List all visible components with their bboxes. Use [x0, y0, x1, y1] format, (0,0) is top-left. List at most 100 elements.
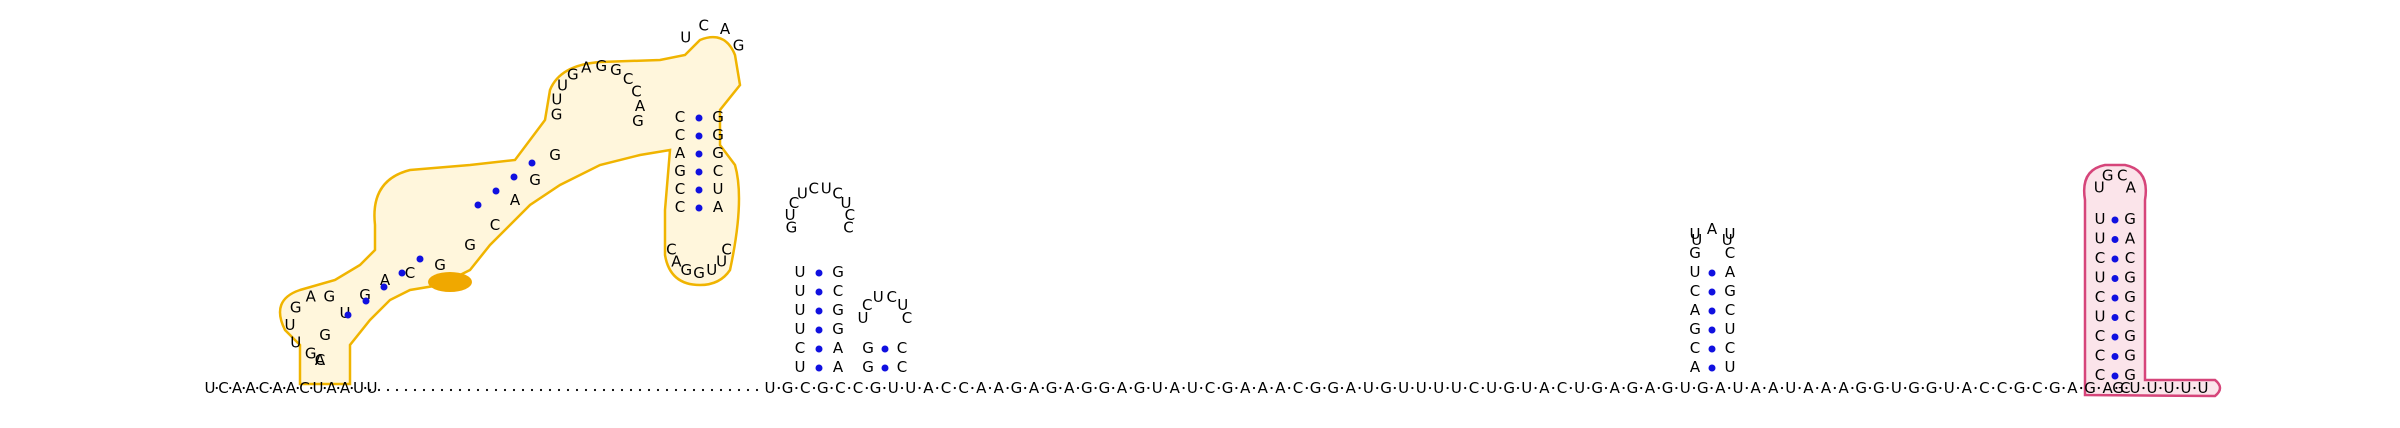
- gap-dot: [377, 388, 381, 392]
- gap-dot: [503, 388, 507, 392]
- gap-dot: [728, 388, 732, 392]
- backbone-nucleotide: G: [2112, 379, 2124, 397]
- gap-dot: [575, 388, 579, 392]
- backbone-link: [242, 386, 245, 390]
- backbone-link: [918, 386, 921, 390]
- highlight-region: [278, 35, 742, 386]
- backbone-link: [1992, 386, 1995, 390]
- backbone-link: [1200, 386, 1203, 390]
- backbone-nucleotide: C: [2120, 379, 2130, 397]
- base-pair-dot: [2111, 333, 2119, 341]
- backbone-link: [2115, 386, 2118, 390]
- backbone-nucleotide: G: [1908, 379, 1920, 397]
- stem-nucleotide: G: [359, 286, 371, 304]
- stem-nucleotide: C: [795, 339, 805, 357]
- stem-nucleotide: U: [340, 304, 351, 322]
- gap-dot: [584, 388, 588, 392]
- backbone-link: [971, 386, 974, 390]
- stem-nucleotide: C: [490, 216, 500, 234]
- base-pair-dot: [398, 269, 406, 277]
- backbone-link: [1129, 386, 1132, 390]
- backbone-link: [1217, 386, 1220, 390]
- backbone-link: [1041, 386, 1044, 390]
- stem-nucleotide: C: [2095, 366, 2105, 384]
- base-pair-dot: [2111, 236, 2119, 243]
- stem-nucleotide: G: [2124, 269, 2136, 287]
- stem-nucleotide: G: [862, 358, 874, 376]
- backbone-nucleotide: C: [259, 379, 269, 397]
- loop-nucleotide: U: [706, 261, 717, 279]
- gap-dot: [755, 388, 759, 392]
- backbone-nucleotide: A: [1750, 379, 1761, 397]
- stem-nucleotide: C: [2095, 327, 2105, 345]
- backbone-nucleotide: U: [1785, 379, 1796, 397]
- backbone-link: [1446, 386, 1449, 390]
- stem-nucleotide: G: [1724, 282, 1736, 300]
- base-pair-dot: [2111, 216, 2119, 224]
- base-pair-dot: [881, 345, 889, 353]
- backbone-link: [1516, 386, 1520, 390]
- backbone-nucleotide: A: [1962, 379, 1973, 397]
- backbone-link: [953, 386, 956, 390]
- stem-nucleotide: G: [2124, 210, 2136, 228]
- backbone-link: [229, 386, 232, 390]
- loop-nucleotide: U: [285, 316, 296, 334]
- stem-nucleotide: A: [380, 271, 391, 289]
- backbone-link: [310, 386, 313, 390]
- loop-nucleotide: U: [716, 252, 727, 270]
- stem-nucleotide: U: [713, 180, 724, 198]
- gap-dot: [737, 388, 741, 392]
- backbone-link: [1569, 386, 1572, 390]
- backbone-link: [1411, 386, 1414, 390]
- backbone-nucleotide: A: [245, 379, 256, 397]
- gap-dot: [629, 388, 633, 392]
- backbone-link: [812, 386, 816, 390]
- stem-nucleotide: U: [1690, 263, 1701, 281]
- backbone-nucleotide: A: [1117, 379, 1128, 397]
- backbone-nucleotide: A: [994, 379, 1005, 397]
- backbone-nucleotide: C: [1557, 379, 1567, 397]
- stem-nucleotide: G: [1689, 244, 1701, 262]
- backbone-link: [1552, 386, 1555, 390]
- gap-dot: [701, 388, 705, 392]
- stem-nucleotide: C: [2125, 308, 2135, 326]
- loop-nucleotide: U: [873, 288, 884, 306]
- backbone-nucleotide: U: [1891, 379, 1902, 397]
- backbone-link: [1288, 386, 1291, 390]
- loop-nucleotide: C: [862, 296, 872, 314]
- highlight-bulge-strong: [428, 272, 472, 292]
- backbone-link: [883, 386, 886, 390]
- loop-nucleotide: A: [2126, 178, 2137, 196]
- backbone-link: [1094, 386, 1097, 390]
- backbone-nucleotide: A: [1240, 379, 1251, 397]
- gap-dot: [476, 388, 480, 392]
- backbone-nucleotide: U: [353, 379, 364, 397]
- backbone-link: [2193, 386, 2196, 390]
- stem-nucleotide: C: [833, 282, 843, 300]
- base-pair-dot: [695, 168, 703, 176]
- stem-nucleotide: G: [529, 171, 541, 189]
- backbone-nucleotide: A: [272, 379, 283, 397]
- backbone-link: [269, 386, 272, 390]
- loop-nucleotide: A: [306, 287, 317, 305]
- backbone-nucleotide: U: [2130, 379, 2141, 397]
- stem-nucleotide: G: [2124, 347, 2136, 365]
- base-pair-dot: [1708, 307, 1716, 315]
- backbone-link: [1939, 386, 1942, 390]
- backbone-nucleotide: U: [905, 379, 916, 397]
- gap-dot: [665, 388, 669, 392]
- backbone-nucleotide: C: [1997, 379, 2007, 397]
- gap-dot: [530, 388, 534, 392]
- backbone-nucleotide: G: [1873, 379, 1885, 397]
- stem-nucleotide: A: [833, 339, 844, 357]
- loop-nucleotide: G: [632, 112, 644, 130]
- gap-dot: [548, 388, 552, 392]
- backbone-nucleotide: A: [923, 379, 934, 397]
- backbone-link: [2044, 386, 2048, 390]
- loop-nucleotide: U: [680, 28, 691, 46]
- stem-nucleotide: G: [862, 339, 874, 357]
- backbone-nucleotide: G: [1327, 379, 1339, 397]
- gap-dot: [458, 388, 462, 392]
- backbone-nucleotide: G: [817, 379, 829, 397]
- loop-nucleotide: U: [290, 334, 301, 352]
